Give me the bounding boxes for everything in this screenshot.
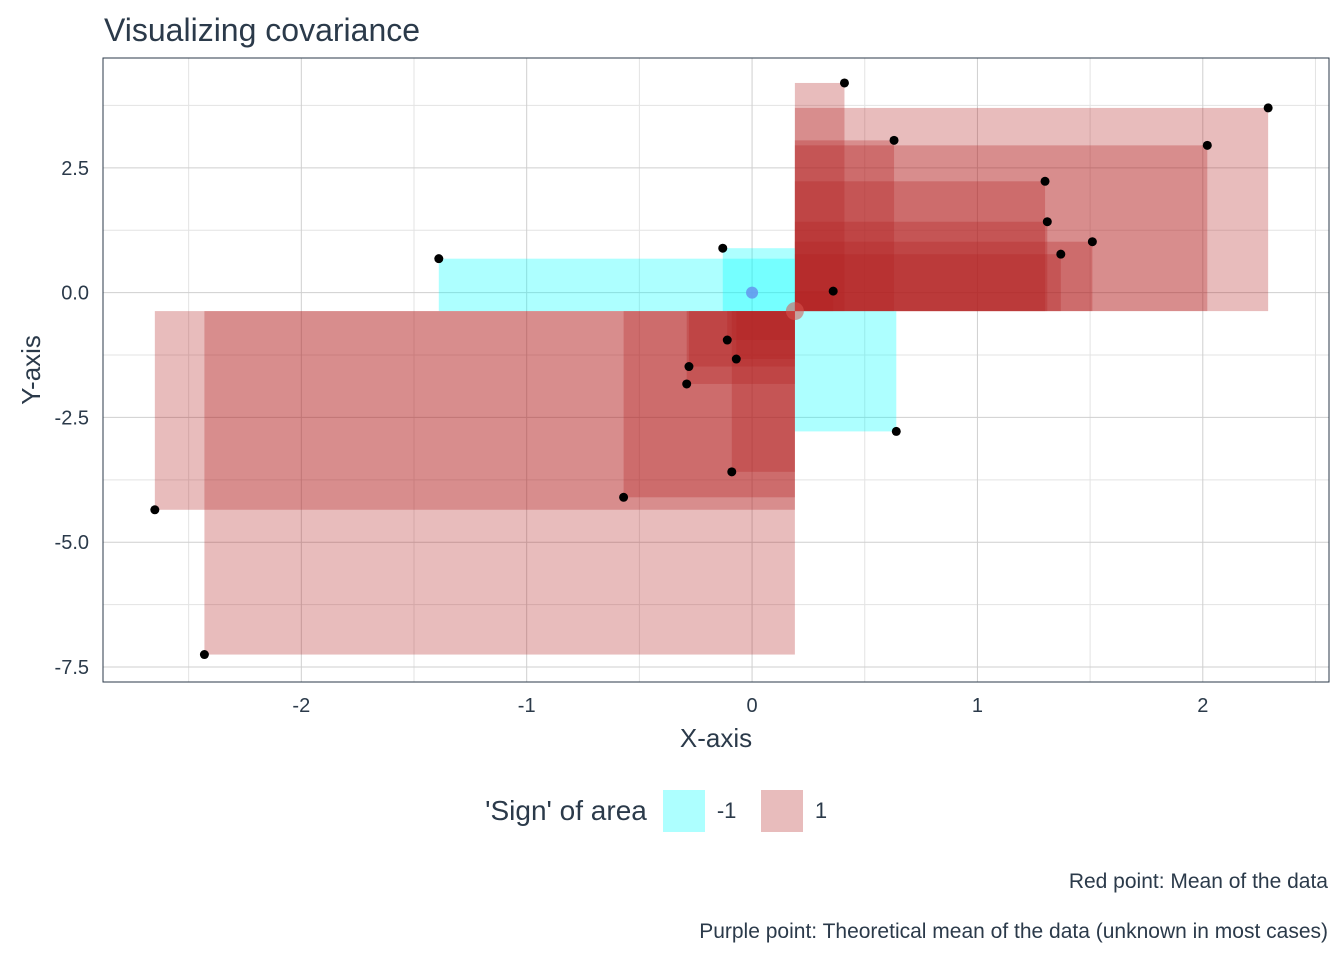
legend-item-negative: -1 (662, 790, 739, 832)
area-rect-positive (794, 107, 1269, 312)
caption-mean: Red point: Mean of the data (1068, 870, 1328, 893)
area-rect-positive (623, 311, 795, 498)
area-rectangles (154, 82, 1269, 655)
data-point (1087, 237, 1097, 247)
y-tick-label: -7.5 (55, 657, 89, 679)
theoretical-mean-point (746, 286, 759, 299)
data-point (1263, 103, 1273, 113)
area-rect-positive (688, 311, 795, 367)
area-rect-positive (794, 145, 1208, 312)
y-axis-title: Y-axis (16, 335, 46, 405)
x-tick-label: 2 (1197, 695, 1208, 717)
axes: -2 -1 0 1 2 -7.5 -5.0 -2.5 0.0 2.5 X-axis Y-axis (16, 57, 1330, 753)
area-rect-positive (731, 311, 795, 472)
data-point (1042, 217, 1052, 227)
data-point (1040, 176, 1050, 186)
area-rect-positive (794, 291, 834, 312)
panel-border (102, 57, 1330, 683)
data-point (889, 135, 899, 145)
data-point (684, 362, 694, 372)
x-tick-label: 1 (972, 695, 983, 717)
x-axis-title: X-axis (680, 723, 752, 753)
y-tick-label: -5.0 (55, 532, 89, 554)
chart-plot: -2 -1 0 1 2 -7.5 -5.0 -2.5 0.0 2.5 X-axis Y-axis (16, 57, 1330, 753)
mean-point (785, 302, 804, 321)
data-points (150, 78, 1273, 660)
area-rect-positive (794, 241, 1093, 312)
data-point (718, 243, 728, 253)
area-rect-positive (794, 140, 895, 312)
data-point (839, 78, 849, 88)
y-tick-label: 0.0 (61, 283, 89, 305)
area-rect-positive (794, 221, 1048, 312)
data-point (1202, 140, 1212, 150)
legend-label-positive: 1 (814, 798, 828, 823)
area-rect-negative (794, 311, 897, 432)
data-point (1056, 249, 1066, 259)
data-point (682, 379, 692, 389)
legend-title: 'Sign' of area (485, 795, 647, 826)
x-tick-label: -2 (292, 695, 310, 717)
y-tick-label: -2.5 (55, 407, 89, 429)
data-point (434, 254, 444, 264)
legend-swatch-positive (760, 790, 803, 832)
legend-label-negative: -1 (716, 798, 737, 823)
data-point (722, 335, 732, 345)
area-rect-negative (722, 248, 795, 312)
caption-theoretical-mean: Purple point: Theoretical mean of the da… (699, 920, 1328, 943)
grid-layer (103, 58, 1329, 682)
legend-item-positive: 1 (760, 790, 837, 832)
data-point (828, 286, 838, 296)
data-point (727, 467, 737, 477)
y-tick-label: 2.5 (61, 158, 89, 180)
area-rect-positive (736, 311, 795, 360)
chart-title: Visualizing covariance (104, 12, 421, 48)
area-rect-positive (154, 311, 795, 510)
data-point (619, 492, 629, 502)
data-point (199, 650, 209, 660)
area-rect-positive (727, 311, 795, 341)
area-rect-positive (686, 311, 795, 384)
data-point (150, 505, 160, 515)
legend-swatch-negative (662, 790, 705, 832)
area-rect-positive (794, 82, 845, 312)
data-point (891, 426, 901, 436)
legend: 'Sign' of area -1 1 (0, 790, 1344, 832)
x-tick-label: -1 (518, 695, 536, 717)
area-rect-positive (794, 254, 1061, 312)
area-rect-positive (204, 311, 795, 655)
x-tick-label: 0 (746, 695, 757, 717)
data-point (731, 354, 741, 364)
area-rect-negative (438, 258, 795, 312)
